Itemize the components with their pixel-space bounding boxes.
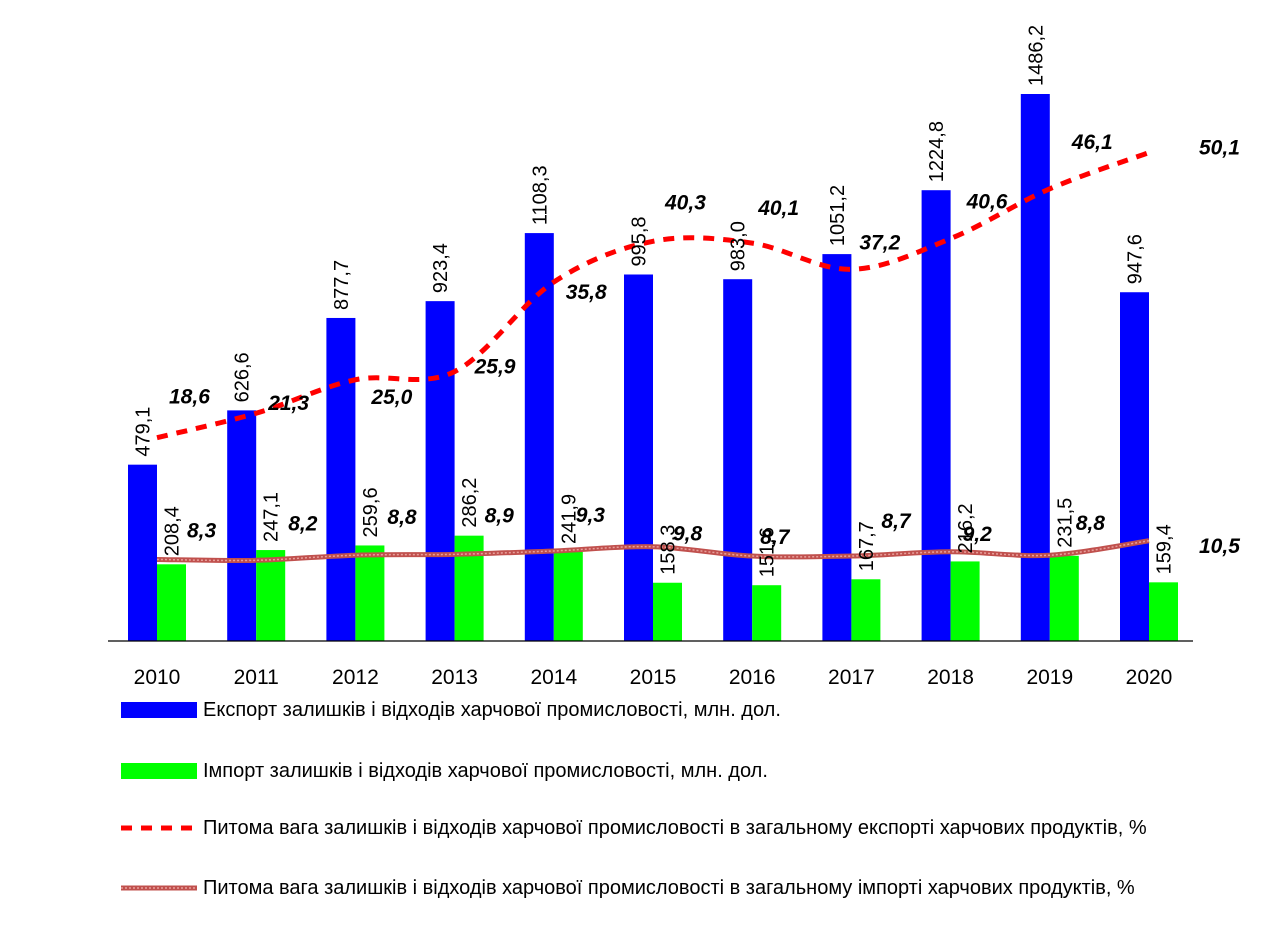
export-bar-2020 [1120,292,1149,641]
import-share-label-2016: 8,7 [760,526,791,549]
legend-label-import-share: Питома вага залишків і відходів харчової… [203,877,1135,899]
export-value-label-2012: 877,7 [331,260,353,310]
import-value-label-2019: 231,5 [1054,498,1076,548]
bars-group [128,94,1178,641]
import-value-label-2018: 216,2 [955,503,977,553]
export-bar-2015 [624,274,653,641]
export-value-label-2016: 983,0 [728,221,750,271]
import-value-label-2015: 158,3 [658,525,680,575]
chart: 479,1 208,4 626,6 247,1 877,7 259,6 923,4 286,2… [108,25,1241,689]
import-share-line-pattern [156,540,1150,562]
import-share-label-2015: 9,8 [673,523,703,546]
export-bar-2010 [128,464,157,641]
import-bar-2018 [950,561,980,641]
import-bar-2012 [355,545,385,641]
import-share-label-2020: 10,5 [1199,535,1240,558]
export-value-label-2010: 479,1 [133,407,155,457]
import-bar-2014 [553,551,583,641]
legend-swatch-import-share [115,875,197,901]
legend-swatch-export [115,697,197,723]
x-tick-2011: 2011 [234,666,279,689]
export-bar-2018 [921,190,951,641]
import-value-label-2017: 167,7 [856,521,878,571]
export-share-label-2019: 46,1 [1071,131,1113,154]
import-share-label-2017: 8,7 [881,510,912,533]
import-share-label-2014: 9,3 [576,504,606,527]
import-bar-2011 [256,550,286,641]
x-tick-labels: 2010 2011 2012 2013 2014 2015 2016 2017 2018 2019… [134,666,1173,689]
x-tick-2012: 2012 [332,666,379,689]
x-tick-2015: 2015 [630,666,677,689]
import-value-label-2014: 241,9 [558,494,580,544]
legend-item-export-share: Питома вага залишків і відходів харчової… [115,815,1203,841]
export-value-label-2014: 1108,3 [529,165,551,225]
import-bar-2010 [157,564,186,641]
x-tick-2014: 2014 [530,666,577,689]
export-share-label-2018: 40,6 [966,191,1008,214]
legend-label-export: Експорт залишків і відходів харчової про… [203,699,781,721]
import-bar-2020 [1149,582,1178,641]
export-share-label-2020: 50,1 [1199,137,1240,160]
export-bar-2019 [1020,94,1050,641]
import-share-label-2019: 8,8 [1076,512,1106,535]
export-bar-2012 [326,317,356,641]
export-share-label-2012: 25,0 [370,386,412,409]
import-bar-2019 [1049,555,1079,641]
import-value-label-2011: 247,1 [261,492,283,542]
import-bar-2017 [851,579,881,641]
import-value-label-2012: 259,6 [360,487,382,537]
x-tick-2016: 2016 [729,666,776,689]
import-value-label-2010: 208,4 [162,506,184,556]
export-value-label-2011: 626,6 [232,352,254,402]
import-value-label-2020: 159,4 [1154,524,1176,574]
export-share-label-2014: 35,8 [566,281,607,304]
import-bar-2015 [653,582,682,641]
legend-label-export-share: Питома вага залишків і відходів харчової… [203,817,1147,839]
import-share-label-2013: 8,9 [485,504,515,527]
import-share-label-2012: 8,8 [387,506,417,529]
export-share-label-2011: 21,3 [267,392,309,415]
legend-item-import-share: Питома вага залишків і відходів харчової… [115,875,1203,901]
export-share-label-2017: 37,2 [859,231,900,254]
export-bar-2016 [723,279,753,641]
lines-group [156,150,1150,563]
legend-item-import: Імпорт залишків і відходів харчової пром… [115,758,1203,784]
export-bar-2013 [425,301,455,641]
import-bar-2016 [752,585,782,641]
legend-item-export: Експорт залишків і відходів харчової про… [115,697,1203,723]
labels-group: 479,1 208,4 626,6 247,1 877,7 259,6 923,4 286,2… [133,25,1241,577]
import-value-label-2013: 286,2 [459,478,481,528]
export-share-label-2015: 40,3 [664,191,706,214]
import-share-label-2018: 9,2 [963,523,993,546]
export-share-label-2013: 25,9 [474,356,516,379]
import-value-label-2016: 151,6 [757,527,779,577]
export-share-label-2016: 40,1 [757,197,799,220]
export-value-label-2019: 1486,2 [1025,25,1047,86]
export-bar-2011 [227,410,257,641]
export-share-label-2010: 18,6 [169,386,210,409]
x-tick-2018: 2018 [927,666,974,689]
x-tick-2017: 2017 [828,666,875,689]
export-value-label-2020: 947,6 [1125,234,1147,284]
export-value-label-2015: 995,8 [629,216,651,266]
export-value-label-2018: 1224,8 [926,121,948,182]
x-tick-2020: 2020 [1126,666,1173,689]
import-share-label-2011: 8,2 [288,512,318,535]
export-bar-2017 [822,254,852,641]
legend-swatch-export-share [115,815,197,841]
export-value-label-2017: 1051,2 [827,185,849,246]
export-value-label-2013: 923,4 [430,243,452,293]
x-tick-2013: 2013 [431,666,478,689]
export-share-line [156,150,1150,441]
x-tick-2019: 2019 [1026,666,1073,689]
legend-swatch-import [115,758,197,784]
import-share-label-2010: 8,3 [187,519,217,542]
x-tick-2010: 2010 [134,666,181,689]
legend-label-import: Імпорт залишків і відходів харчової пром… [203,760,768,782]
